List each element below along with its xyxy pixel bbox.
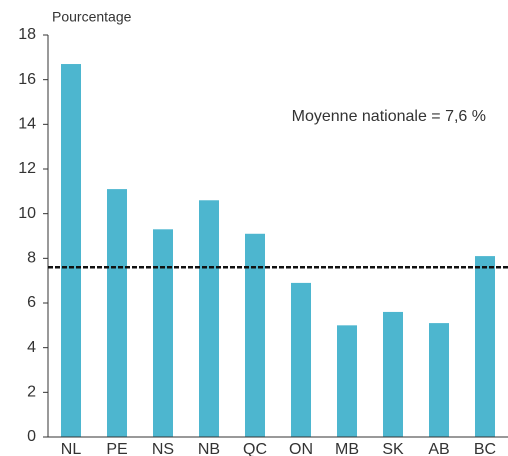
bar — [383, 311, 403, 437]
y-axis-label: Pourcentage — [52, 9, 132, 25]
y-tick-label: 8 — [27, 250, 36, 267]
x-tick-label: MB — [335, 441, 359, 456]
bar — [245, 233, 265, 437]
x-tick-label: NS — [152, 441, 174, 456]
x-tick-label: AB — [428, 441, 449, 456]
y-tick-label: 10 — [18, 205, 36, 222]
bar — [475, 256, 495, 437]
bar — [199, 200, 219, 437]
bar — [337, 325, 357, 437]
bar — [61, 64, 81, 438]
y-tick-label: 6 — [27, 294, 36, 311]
y-tick-label: 14 — [18, 116, 36, 133]
bar — [291, 282, 311, 437]
x-tick-label: NB — [198, 441, 220, 456]
y-tick-label: 16 — [18, 71, 36, 88]
y-tick-label: 0 — [27, 428, 36, 445]
x-tick-label: ON — [289, 441, 313, 456]
x-tick-label: BC — [474, 441, 496, 456]
y-tick-label: 2 — [27, 384, 36, 401]
x-tick-label: PE — [106, 441, 127, 456]
x-tick-label: NL — [61, 441, 82, 456]
y-tick-label: 18 — [18, 26, 36, 43]
bar — [429, 323, 449, 437]
y-tick-label: 12 — [18, 160, 36, 177]
x-tick-label: QC — [243, 441, 267, 456]
y-tick-label: 4 — [27, 339, 36, 356]
bar — [153, 229, 173, 437]
annotation: Moyenne nationale = 7,6 % — [292, 108, 486, 125]
x-tick-label: SK — [382, 441, 404, 456]
bar — [107, 189, 127, 437]
